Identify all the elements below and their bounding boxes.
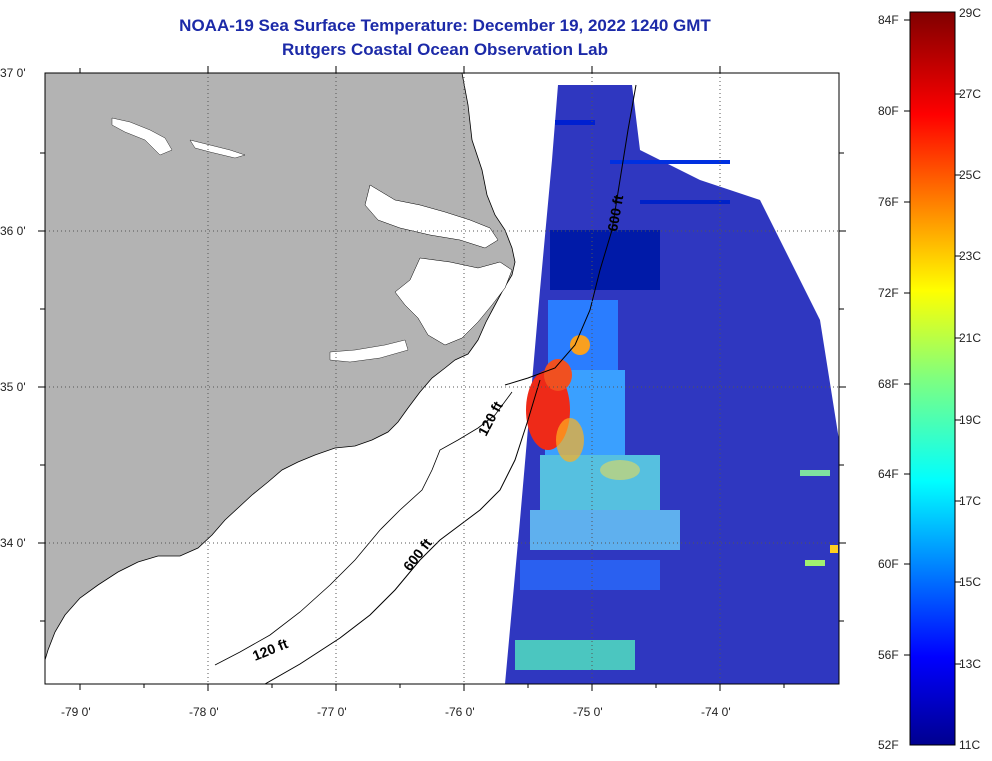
colorbar-f-label: 60F [878, 557, 899, 571]
colorbar-c-label: 19C [959, 413, 982, 427]
contour-label-600ft-north: 600 ft [604, 193, 626, 232]
contour-label-600ft-south: 600 ft [400, 535, 435, 574]
colorbar-f-label: 68F [878, 377, 899, 391]
land-mass [45, 73, 516, 661]
colorbar-c-label: 23C [959, 249, 982, 263]
colorbar [909, 11, 956, 746]
colorbar-c-label: 21C [959, 331, 982, 345]
colorbar-ticks [904, 19, 961, 665]
colorbar-f-label: 56F [878, 648, 899, 662]
pamlico-sound [394, 257, 513, 346]
colorbar-f-label: 64F [878, 467, 899, 481]
colorbar-c-label: 15C [959, 575, 982, 589]
contour-120ft-north [504, 84, 637, 386]
colorbar-c-label: 29C [959, 6, 982, 20]
colorbar-c-label: 27C [959, 87, 982, 101]
lat-label: 37 0' [0, 66, 26, 80]
lat-label: 34 0' [0, 536, 26, 550]
colorbar-f-label: 52F [878, 738, 899, 752]
sst-swath [505, 85, 839, 684]
lon-label: -75 0' [573, 705, 603, 719]
lon-label: -77 0' [317, 705, 347, 719]
colorbar-c-label: 25C [959, 168, 982, 182]
contour-label-120ft-north: 120 ft [475, 398, 506, 438]
contour-120ft-south [214, 391, 513, 666]
lon-label: -79 0' [61, 705, 91, 719]
map-subtitle: Rutgers Coastal Ocean Observation Lab [282, 40, 608, 59]
colorbar-c-label: 13C [959, 657, 982, 671]
lon-label: -78 0' [189, 705, 219, 719]
lon-label: -76 0' [445, 705, 475, 719]
colorbar-f-label: 76F [878, 195, 899, 209]
map-ticks [38, 66, 846, 691]
colorbar-f-label: 84F [878, 13, 899, 27]
river [329, 339, 409, 363]
colorbar-f-label: 80F [878, 104, 899, 118]
colorbar-c-label: 17C [959, 494, 982, 508]
lat-label: 35 0' [0, 380, 26, 394]
lon-label: -74 0' [701, 705, 731, 719]
map-title: NOAA-19 Sea Surface Temperature: Decembe… [179, 16, 711, 35]
colorbar-f-label: 72F [878, 286, 899, 300]
map-frame [44, 72, 840, 685]
colorbar-c-label: 11C [959, 738, 981, 752]
inland-lake [111, 117, 173, 156]
inland-lake [189, 139, 246, 159]
contour-600ft [264, 379, 541, 684]
contour-label-120ft-south: 120 ft [250, 635, 290, 664]
lat-label: 36 0' [0, 224, 26, 238]
graticule [45, 73, 839, 684]
albemarle-sound [364, 184, 499, 249]
